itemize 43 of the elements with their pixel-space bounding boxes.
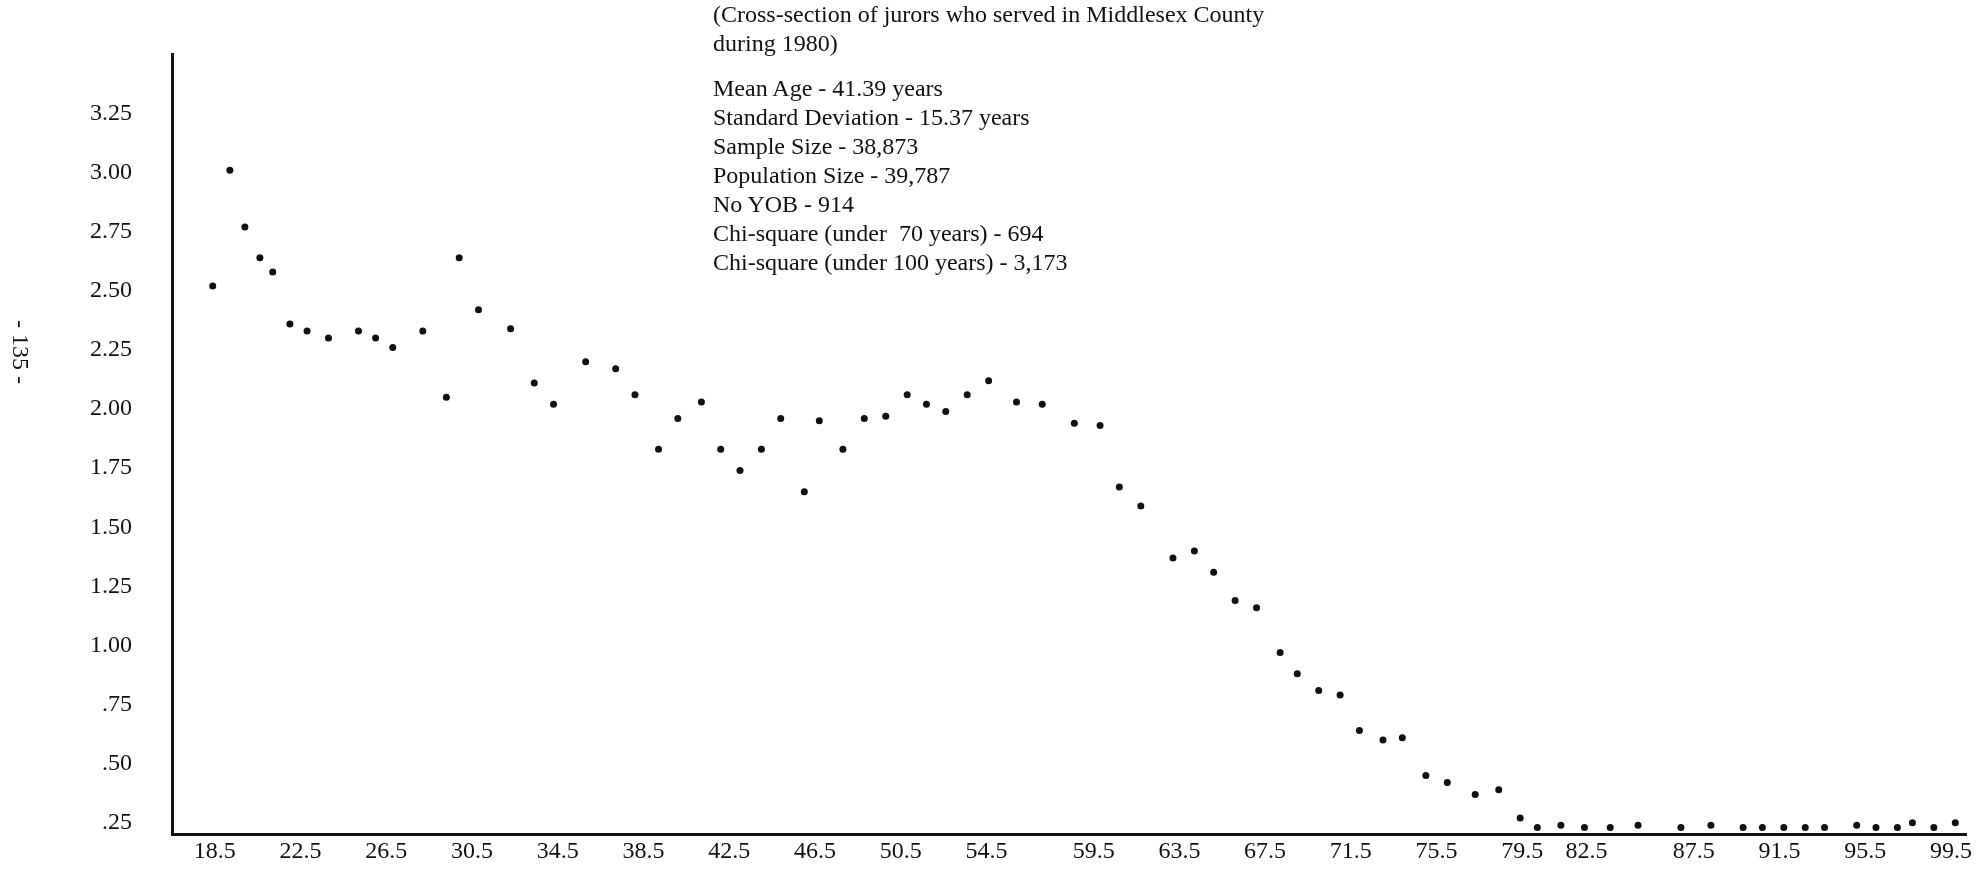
x-tick-label: 54.5 [965, 837, 1008, 864]
y-tick-label: 1.25 [90, 571, 132, 598]
x-tick-label: 50.5 [879, 837, 922, 864]
x-tick-label: 95.5 [1844, 837, 1887, 864]
x-tick-label: 99.5 [1930, 837, 1972, 864]
chart-title: (Cross-section of jurors who served in Middlesex County during 1980) [713, 0, 1266, 58]
x-tick-label: 82.5 [1565, 837, 1608, 864]
x-tick-label: 67.5 [1244, 837, 1287, 864]
x-tick-label: 30.5 [451, 837, 494, 864]
annotation: Mean Age - 41.39 years [713, 74, 944, 103]
x-tick-label: 75.5 [1415, 837, 1458, 864]
y-tick-label: 1.00 [90, 630, 132, 657]
y-tick-label: 1.50 [90, 512, 132, 539]
x-tick-label: 46.5 [794, 837, 837, 864]
x-tick-label: 63.5 [1158, 837, 1201, 864]
y-tick-label: 1.75 [90, 453, 132, 480]
annotation: Chi-square (under 100 years) - 3,173 [713, 248, 1068, 277]
x-tick-label: 22.5 [279, 837, 322, 864]
x-tick-label: 26.5 [365, 837, 408, 864]
y-tick-label: 2.25 [90, 335, 132, 362]
x-tick-label: 91.5 [1758, 837, 1801, 864]
x-tick-label: 42.5 [708, 837, 751, 864]
x-tick-label: 71.5 [1329, 837, 1372, 864]
y-tick-label: 3.00 [90, 157, 132, 184]
y-tick-label: .75 [102, 689, 132, 716]
annotation: Population Size - 39,787 [713, 161, 952, 190]
text: - 135 - [7, 320, 35, 384]
y-tick-label: 3.25 [90, 98, 132, 125]
x-tick-label: 34.5 [536, 837, 579, 864]
y-tick-label: .50 [102, 748, 132, 775]
y-tick-label: .25 [102, 808, 132, 835]
y-tick-label: 2.00 [90, 394, 132, 421]
x-tick-label: 38.5 [622, 837, 665, 864]
x-tick-label: 87.5 [1672, 837, 1715, 864]
x-tick-label: 18.5 [193, 837, 236, 864]
x-tick-label: 79.5 [1501, 837, 1544, 864]
annotation: Sample Size - 38,873 [713, 132, 920, 161]
annotation: No YOB - 914 [713, 190, 856, 219]
y-tick-label: 2.50 [90, 276, 132, 303]
annotation: Standard Deviation - 15.37 years [713, 103, 1031, 132]
annotation: Chi-square (under 70 years) - 694 [713, 219, 1045, 248]
y-tick-label: 2.75 [90, 217, 132, 244]
x-tick-label: 59.5 [1072, 837, 1115, 864]
